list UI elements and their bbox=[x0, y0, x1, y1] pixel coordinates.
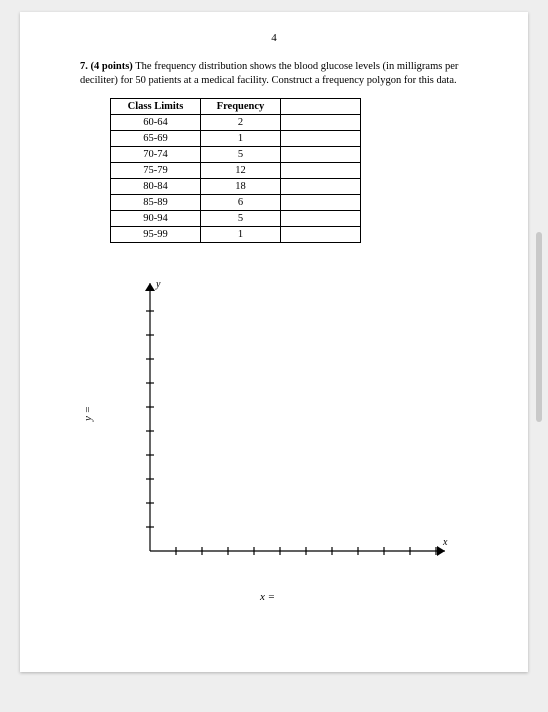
cell-pad bbox=[281, 131, 361, 147]
table-row: 70-745 bbox=[111, 147, 361, 163]
question-body: The frequency distribution shows the blo… bbox=[80, 61, 458, 86]
blank-axes: yx bbox=[90, 271, 450, 571]
cell-frequency: 6 bbox=[201, 195, 281, 211]
cell-pad bbox=[281, 227, 361, 243]
table-row: 85-896 bbox=[111, 195, 361, 211]
cell-pad bbox=[281, 211, 361, 227]
header-frequency: Frequency bbox=[201, 99, 281, 115]
table-row: 75-7912 bbox=[111, 163, 361, 179]
cell-pad bbox=[281, 195, 361, 211]
scrollbar-thumb[interactable] bbox=[536, 232, 542, 422]
cell-pad bbox=[281, 163, 361, 179]
svg-text:y: y bbox=[155, 279, 161, 290]
table-row: 80-8418 bbox=[111, 179, 361, 195]
cell-frequency: 5 bbox=[201, 147, 281, 163]
question-text: 7. (4 points) The frequency distribution… bbox=[80, 60, 468, 88]
x-axis-label: x = bbox=[260, 591, 275, 603]
cell-pad bbox=[281, 179, 361, 195]
table-row: 65-691 bbox=[111, 131, 361, 147]
table-row: 60-642 bbox=[111, 115, 361, 131]
header-pad bbox=[281, 99, 361, 115]
cell-limits: 75-79 bbox=[111, 163, 201, 179]
y-axis-label: y = bbox=[82, 406, 94, 421]
cell-limits: 60-64 bbox=[111, 115, 201, 131]
cell-frequency: 12 bbox=[201, 163, 281, 179]
cell-limits: 80-84 bbox=[111, 179, 201, 195]
cell-frequency: 2 bbox=[201, 115, 281, 131]
cell-limits: 90-94 bbox=[111, 211, 201, 227]
cell-limits: 70-74 bbox=[111, 147, 201, 163]
cell-pad bbox=[281, 147, 361, 163]
cell-frequency: 5 bbox=[201, 211, 281, 227]
table-row: 95-991 bbox=[111, 227, 361, 243]
cell-frequency: 18 bbox=[201, 179, 281, 195]
table-header-row: Class Limits Frequency bbox=[111, 99, 361, 115]
svg-text:x: x bbox=[442, 537, 448, 548]
cell-frequency: 1 bbox=[201, 227, 281, 243]
cell-limits: 85-89 bbox=[111, 195, 201, 211]
cell-limits: 65-69 bbox=[111, 131, 201, 147]
question-number: 7. bbox=[80, 61, 88, 72]
page-number: 4 bbox=[80, 32, 468, 44]
question-points: (4 points) bbox=[91, 61, 133, 72]
cell-frequency: 1 bbox=[201, 131, 281, 147]
cell-limits: 95-99 bbox=[111, 227, 201, 243]
header-limits: Class Limits bbox=[111, 99, 201, 115]
cell-pad bbox=[281, 115, 361, 131]
frequency-table: Class Limits Frequency 60-64265-69170-74… bbox=[110, 98, 361, 243]
chart-area: y = yx x = bbox=[90, 271, 470, 601]
document-page: 4 7. (4 points) The frequency distributi… bbox=[20, 12, 528, 672]
table-row: 90-945 bbox=[111, 211, 361, 227]
